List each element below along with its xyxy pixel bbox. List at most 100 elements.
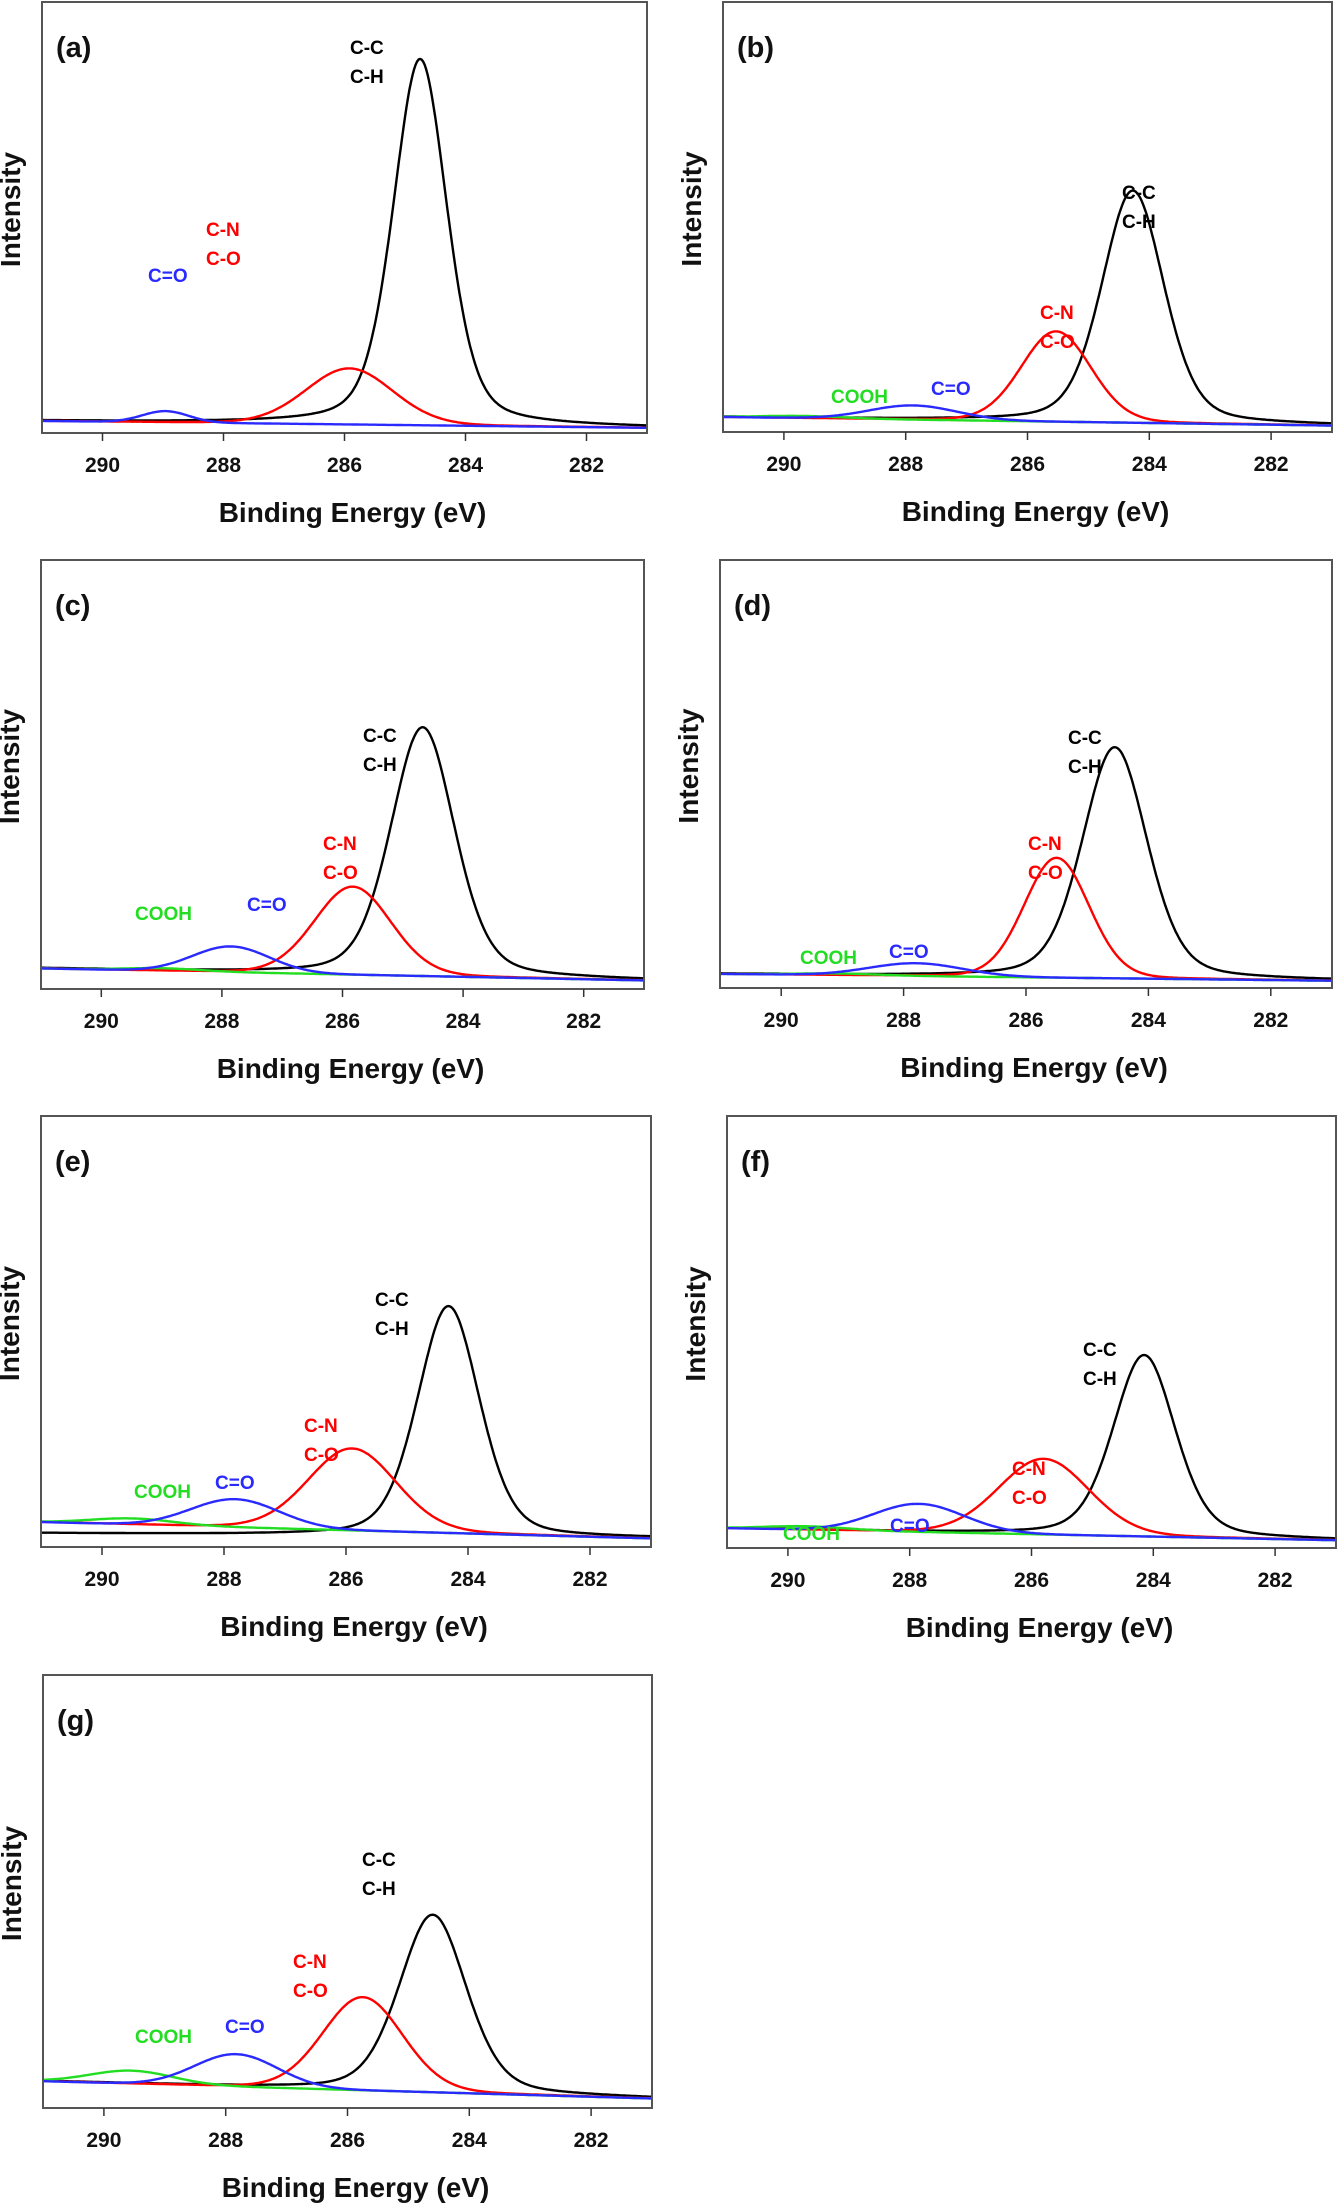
peak-label-c-o: C=O: [215, 1473, 255, 1494]
x-tick-label: 288: [886, 1009, 921, 1032]
peak-label-cooh: COOH: [831, 387, 888, 408]
x-tick-label: 290: [764, 1009, 799, 1032]
x-axis-title: Binding Energy (eV): [906, 1612, 1174, 1643]
x-tick-label: 284: [1136, 1569, 1171, 1592]
panel-label: (g): [57, 1705, 94, 1737]
x-axis-title: Binding Energy (eV): [220, 1611, 488, 1642]
panel-label: (b): [737, 32, 774, 64]
peak-label-c-c-c-h: C-H: [1083, 1369, 1117, 1390]
plot-frame: [40, 1115, 652, 1548]
panel-label: (d): [734, 590, 771, 622]
x-tick-label: 290: [770, 1569, 805, 1592]
curve-c-c-c-h: [41, 1304, 651, 1538]
x-tick-label: 282: [572, 1568, 607, 1591]
curve-c-o: [41, 1498, 651, 1540]
curve-c-o: [43, 2052, 652, 2100]
x-tick-label: 284: [452, 2129, 487, 2152]
x-tick-label: 290: [85, 454, 120, 477]
panel-c: 290 288 286 284 282 Binding Energy (eV) Intens…: [0, 559, 645, 1084]
x-tick-label: 288: [206, 454, 241, 477]
x-tick-label: 286: [1014, 1569, 1049, 1592]
x-tick-label: 286: [1010, 453, 1045, 476]
peak-label-c-o: C=O: [225, 2017, 265, 2038]
curve-c-n-c-o: [723, 330, 1332, 427]
peak-label-c-c-c-h: C-C: [363, 726, 397, 747]
peak-label-c-n-c-o: C-O: [1028, 863, 1063, 884]
panel-d: 290 288 286 284 282 Binding Energy (eV) Intens…: [673, 559, 1333, 1083]
curve-c-o: [720, 962, 1332, 982]
x-tick-label: 282: [566, 1010, 601, 1033]
panel-label: (f): [741, 1146, 770, 1178]
peak-label-c-n-c-o: C-N: [304, 1416, 338, 1437]
x-tick-label: 282: [574, 2129, 609, 2152]
x-tick-label: 288: [888, 453, 923, 476]
peak-label-c-n-c-o: C-O: [323, 863, 358, 884]
peak-label-cooh: COOH: [800, 948, 857, 969]
x-tick-label: 282: [1254, 453, 1289, 476]
curve-c-c-c-h: [42, 57, 647, 427]
x-tick-label: 282: [1253, 1009, 1288, 1032]
peak-label-c-n-c-o: C-N: [206, 220, 240, 241]
plot-frame: [719, 559, 1333, 989]
peak-label-c-n-c-o: C-N: [293, 1952, 327, 1973]
y-axis-title: Intensity: [680, 1266, 711, 1382]
peak-label-c-n-c-o: C-O: [1040, 332, 1075, 353]
x-tick-label: 284: [1131, 1009, 1166, 1032]
panel-a: 290 288 286 284 282 Binding Energy (eV) Intens…: [0, 1, 648, 528]
panel-label: (a): [56, 32, 91, 64]
x-tick-label: 290: [84, 1010, 119, 1033]
curve-c-o: [42, 409, 647, 429]
x-axis-title: Binding Energy (eV): [900, 1052, 1168, 1083]
plot-frame: [40, 559, 645, 990]
peak-label-cooh: COOH: [135, 2027, 192, 2048]
plot-frame: [726, 1115, 1337, 1549]
panel-label: (c): [55, 590, 90, 622]
curve-c-c-c-h: [720, 746, 1332, 980]
x-axis-title: Binding Energy (eV): [219, 497, 487, 528]
peak-label-cooh: COOH: [134, 1482, 191, 1503]
peak-label-c-c-c-h: C-H: [375, 1319, 409, 1340]
peak-label-c-n-c-o: C-N: [1028, 834, 1062, 855]
curve-c-c-c-h: [727, 1353, 1336, 1540]
x-tick-label: 286: [327, 454, 362, 477]
x-tick-label: 288: [204, 1010, 239, 1033]
panel-g: 290 288 286 284 282 Binding Energy (eV) Intens…: [0, 1674, 653, 2203]
x-tick-label: 288: [206, 1568, 241, 1591]
peak-label-c-o: C=O: [889, 942, 929, 963]
y-axis-title: Intensity: [0, 709, 25, 825]
curve-c-c-c-h: [43, 1913, 652, 2098]
peak-label-c-n-c-o: C-O: [1012, 1488, 1047, 1509]
curve-c-n-c-o: [41, 1447, 651, 1540]
x-tick-label: 284: [448, 454, 483, 477]
x-tick-label: 284: [1132, 453, 1167, 476]
peak-label-cooh: COOH: [135, 904, 192, 925]
x-tick-label: 284: [450, 1568, 485, 1591]
curve-c-n-c-o: [41, 885, 644, 982]
x-tick-label: 290: [766, 453, 801, 476]
y-axis-title: Intensity: [676, 151, 707, 267]
peak-label-c-o: C=O: [148, 266, 188, 287]
panel-b: 290 288 286 284 282 Binding Energy (eV) Intens…: [676, 1, 1333, 527]
peak-label-c-c-c-h: C-H: [1068, 757, 1102, 778]
y-axis-title: Intensity: [673, 708, 704, 824]
curve-c-o: [723, 404, 1332, 427]
peak-label-c-n-c-o: C-O: [206, 249, 241, 270]
x-tick-label: 282: [1258, 1569, 1293, 1592]
peak-label-c-c-c-h: C-C: [362, 1850, 396, 1871]
panel-e: 290 288 286 284 282 Binding Energy (eV) Intens…: [0, 1115, 652, 1642]
peak-label-c-c-c-h: C-H: [1122, 212, 1156, 233]
peak-label-c-c-c-h: C-H: [363, 755, 397, 776]
peak-label-c-c-c-h: C-H: [362, 1879, 396, 1900]
panel-label: (e): [55, 1146, 90, 1178]
x-axis-title: Binding Energy (eV): [902, 496, 1170, 527]
y-axis-title: Intensity: [0, 1266, 25, 1382]
peak-label-c-n-c-o: C-O: [293, 1981, 328, 2002]
x-tick-label: 290: [86, 2129, 121, 2152]
plot-frame: [722, 1, 1333, 433]
x-tick-label: 284: [446, 1010, 481, 1033]
peak-label-c-o: C=O: [931, 379, 971, 400]
peak-label-c-n-c-o: C-O: [304, 1445, 339, 1466]
peak-label-c-c-c-h: C-H: [350, 67, 384, 88]
